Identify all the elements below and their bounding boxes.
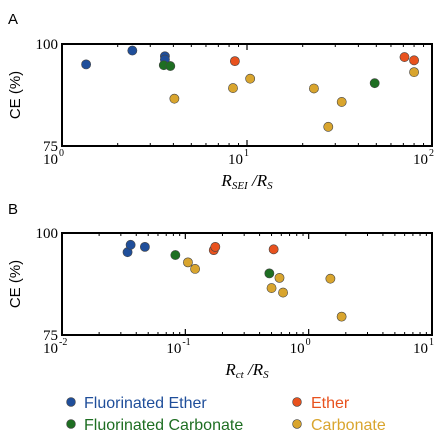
x-tick-exponent: -2 bbox=[59, 337, 67, 348]
x-tick-exponent: 0 bbox=[306, 337, 311, 348]
x-axis-title: RSEI /RS bbox=[220, 171, 273, 192]
x-tick-exponent: -1 bbox=[182, 337, 190, 348]
legend-marker bbox=[292, 419, 302, 429]
panel-letter: A bbox=[8, 11, 18, 28]
data-point-carbonate bbox=[266, 283, 277, 293]
x-tick-label: 10 bbox=[290, 341, 305, 357]
data-point-fluorinated-ether bbox=[127, 45, 138, 56]
legend-marker bbox=[66, 419, 76, 429]
legend-label: Ether bbox=[311, 395, 350, 412]
y-axis-title: CE (%) bbox=[7, 260, 24, 308]
y-tick-label: 75 bbox=[43, 328, 58, 344]
data-point-fluorinated-carbonate bbox=[165, 61, 176, 71]
x-tick-label: 10 bbox=[413, 152, 428, 168]
data-point-ether bbox=[229, 56, 240, 67]
data-point-carbonate bbox=[228, 83, 238, 93]
x-tick-label: 10 bbox=[228, 152, 243, 168]
data-point-carbonate bbox=[245, 73, 256, 84]
data-point-ether bbox=[409, 55, 419, 66]
data-point-ether bbox=[210, 241, 221, 252]
x-axis-title: Rct /RS bbox=[224, 360, 269, 381]
x-tick-exponent: 1 bbox=[429, 337, 434, 348]
legend-label: Carbonate bbox=[311, 417, 386, 434]
legend-marker bbox=[292, 397, 302, 407]
data-point-fluorinated-carbonate bbox=[264, 268, 275, 279]
data-point-carbonate bbox=[278, 287, 288, 298]
data-point-carbonate bbox=[274, 272, 285, 283]
x-tick-label: 10 bbox=[43, 152, 58, 168]
x-tick-label: 10 bbox=[43, 341, 58, 357]
data-point-carbonate bbox=[409, 67, 419, 78]
plot-frame bbox=[61, 43, 433, 147]
data-point-ether bbox=[399, 52, 410, 62]
legend-label: Fluorinated Ether bbox=[84, 395, 207, 412]
legend-label: Fluorinated Carbonate bbox=[84, 417, 243, 434]
legend-marker bbox=[66, 397, 76, 407]
x-tick-label: 10 bbox=[413, 341, 428, 357]
data-point-carbonate bbox=[336, 311, 347, 322]
data-point-fluorinated-ether bbox=[81, 59, 92, 70]
panel-letter: B bbox=[8, 201, 18, 218]
data-point-carbonate bbox=[323, 121, 334, 132]
data-point-carbonate bbox=[336, 97, 347, 107]
plot-frame bbox=[61, 232, 433, 336]
y-tick-label: 75 bbox=[43, 139, 58, 155]
x-tick-exponent: 1 bbox=[244, 148, 249, 159]
data-point-fluorinated-carbonate bbox=[369, 78, 380, 89]
data-point-fluorinated-carbonate bbox=[170, 250, 181, 260]
y-axis-title: CE (%) bbox=[7, 71, 24, 119]
legend: Fluorinated Ether Ether Fluorinated Carbon… bbox=[66, 395, 386, 434]
data-point-ether bbox=[268, 244, 279, 255]
y-tick-label: 100 bbox=[36, 226, 59, 242]
x-tick-exponent: 0 bbox=[59, 148, 64, 159]
data-point-fluorinated-ether bbox=[139, 241, 150, 252]
x-tick-label: 10 bbox=[166, 341, 181, 357]
data-point-carbonate bbox=[183, 257, 193, 268]
x-tick-exponent: 2 bbox=[429, 148, 434, 159]
data-point-fluorinated-ether bbox=[125, 239, 136, 250]
data-point-carbonate bbox=[309, 83, 319, 94]
data-point-carbonate bbox=[190, 264, 200, 274]
data-point-carbonate bbox=[325, 273, 336, 284]
data-point-carbonate bbox=[169, 93, 180, 104]
y-tick-label: 100 bbox=[36, 37, 59, 53]
